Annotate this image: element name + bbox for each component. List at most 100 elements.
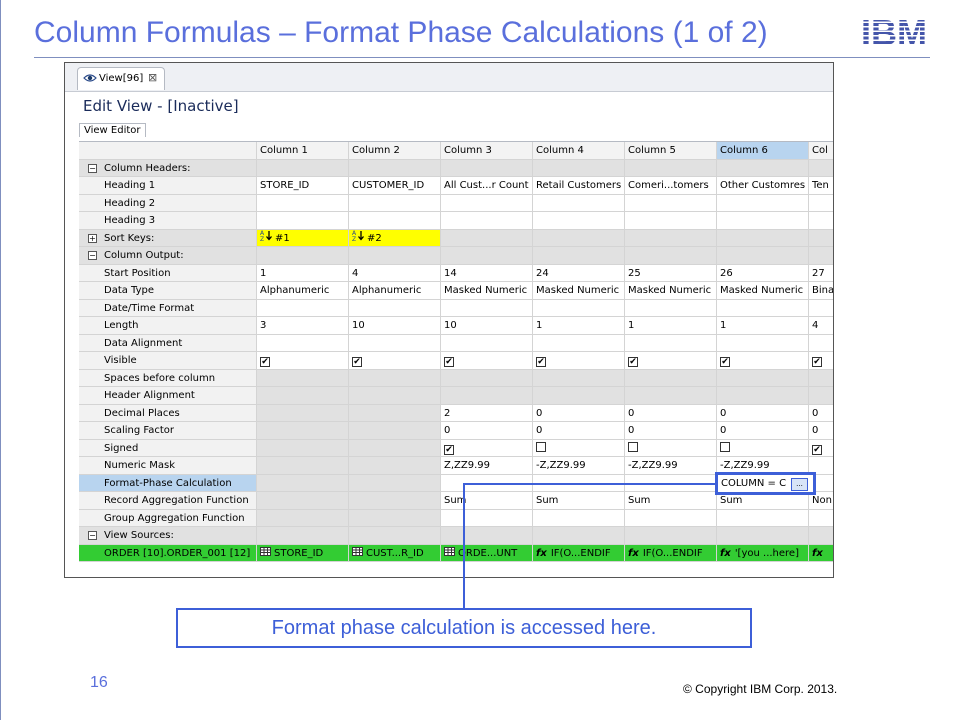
grid-cell[interactable]	[809, 475, 833, 492]
grid-cell[interactable]	[441, 194, 533, 212]
visible-checkbox[interactable]: ✔	[536, 357, 546, 367]
grid-cell[interactable]	[257, 212, 349, 230]
grid-cell[interactable]	[257, 404, 349, 422]
tab-view-96[interactable]: View[96] ⊠	[77, 67, 165, 90]
grid-cell[interactable]	[625, 387, 717, 405]
grid-cell[interactable]: -Z,ZZ9.99	[625, 457, 717, 475]
row-label[interactable]: ORDER [10].ORDER_001 [12]	[79, 544, 257, 562]
grid-cell[interactable]: 0	[533, 422, 625, 440]
grid-cell[interactable]	[809, 457, 833, 475]
grid-cell[interactable]	[625, 439, 717, 457]
grid-cell[interactable]	[257, 247, 349, 265]
grid-cell[interactable]	[441, 334, 533, 352]
grid-cell[interactable]: Sum	[533, 492, 625, 510]
grid-cell[interactable]: 1	[257, 264, 349, 282]
grid-cell[interactable]: ✔	[533, 352, 625, 370]
grid-cell[interactable]: 24	[533, 264, 625, 282]
grid-cell[interactable]: 10	[349, 317, 441, 335]
grid-cell[interactable]: Non	[809, 492, 833, 510]
grid-cell[interactable]	[717, 212, 809, 230]
grid-cell[interactable]	[257, 527, 349, 545]
grid-cell[interactable]: Sum	[625, 492, 717, 510]
grid-cell[interactable]	[349, 299, 441, 317]
grid-cell[interactable]: Alphanumeric	[349, 282, 441, 300]
row-label[interactable]: Numeric Mask	[79, 457, 257, 475]
row-label[interactable]: Record Aggregation Function	[79, 492, 257, 510]
signed-checkbox[interactable]	[628, 441, 638, 452]
grid-cell[interactable]: Masked Numeric	[533, 282, 625, 300]
grid-cell[interactable]: 14	[441, 264, 533, 282]
grid-cell[interactable]	[349, 422, 441, 440]
grid-cell[interactable]: Masked Numeric	[625, 282, 717, 300]
grid-cell[interactable]: 0	[625, 422, 717, 440]
grid-cell[interactable]	[349, 247, 441, 265]
grid-cell[interactable]: 26	[717, 264, 809, 282]
grid-cell[interactable]: Bina	[809, 282, 833, 300]
grid-cell[interactable]	[717, 334, 809, 352]
grid-cell[interactable]	[257, 439, 349, 457]
grid-cell[interactable]	[441, 212, 533, 230]
grid-cell[interactable]: ✔	[625, 352, 717, 370]
grid-cell[interactable]	[257, 509, 349, 527]
visible-checkbox[interactable]: ✔	[628, 357, 638, 367]
grid-cell[interactable]	[257, 422, 349, 440]
grid-cell[interactable]: STORE_ID	[257, 177, 349, 195]
grid-cell[interactable]: fx IF(O...ENDIF	[625, 544, 717, 562]
grid-cell[interactable]	[717, 247, 809, 265]
grid-cell[interactable]	[717, 527, 809, 545]
grid-cell[interactable]: ✔	[349, 352, 441, 370]
grid-cell[interactable]	[533, 527, 625, 545]
grid-cell[interactable]	[441, 247, 533, 265]
grid-cell[interactable]: ✔	[441, 352, 533, 370]
grid-cell[interactable]: ORDE...UNT	[441, 544, 533, 562]
grid-cell[interactable]	[349, 492, 441, 510]
grid-cell[interactable]: 1	[625, 317, 717, 335]
tab-view-editor[interactable]: View Editor	[79, 123, 146, 137]
grid-cell[interactable]: 0	[441, 422, 533, 440]
grid-cell[interactable]	[441, 229, 533, 247]
grid-cell[interactable]	[809, 335, 833, 352]
grid-cell[interactable]: Masked Numeric	[717, 282, 809, 300]
formula-ellipsis-button[interactable]: ...	[791, 478, 808, 491]
grid-cell[interactable]: 0	[717, 404, 809, 422]
grid-cell[interactable]: 0	[809, 422, 833, 440]
grid-cell[interactable]	[625, 509, 717, 527]
grid-cell[interactable]: 0	[717, 422, 809, 440]
grid-cell[interactable]: Masked Numeric	[441, 282, 533, 300]
grid-cell[interactable]: Retail Customers	[533, 177, 625, 195]
grid-cell[interactable]	[717, 229, 809, 247]
grid-cell[interactable]: fx '[you ...here]	[717, 544, 809, 562]
grid-cell[interactable]	[717, 509, 809, 527]
row-label[interactable]: Scaling Factor	[79, 422, 257, 440]
visible-checkbox[interactable]: ✔	[352, 357, 362, 367]
grid-cell[interactable]	[717, 299, 809, 317]
column-header[interactable]: Col	[809, 142, 833, 160]
row-label[interactable]: − Column Output:	[79, 247, 257, 265]
grid-cell[interactable]	[809, 159, 833, 177]
grid-cell[interactable]: fx IF(O...ENDIF	[533, 544, 625, 562]
grid-cell[interactable]: ✔	[809, 352, 833, 370]
signed-checkbox[interactable]	[536, 441, 546, 452]
grid-cell[interactable]: 0	[625, 404, 717, 422]
grid-cell[interactable]: All Cust...r Count	[441, 177, 533, 195]
row-label[interactable]: Header Alignment	[79, 387, 257, 405]
grid-cell[interactable]	[533, 247, 625, 265]
grid-cell[interactable]	[625, 334, 717, 352]
collapse-icon[interactable]: −	[88, 251, 97, 260]
grid-cell[interactable]: fx	[809, 544, 833, 562]
row-label[interactable]: Visible	[79, 352, 257, 370]
grid-cell[interactable]	[441, 299, 533, 317]
column-header[interactable]: Column 3	[441, 142, 533, 160]
grid-cell[interactable]: 3	[257, 317, 349, 335]
grid-cell[interactable]	[257, 387, 349, 405]
row-label[interactable]: Data Type	[79, 282, 257, 300]
row-label[interactable]: Start Position	[79, 264, 257, 282]
row-label[interactable]: Signed	[79, 439, 257, 457]
grid-cell[interactable]: 25	[625, 264, 717, 282]
grid-cell[interactable]	[349, 387, 441, 405]
grid-cell[interactable]: ✔	[809, 440, 833, 457]
grid-cell[interactable]	[809, 300, 833, 317]
grid-cell[interactable]	[257, 334, 349, 352]
tab-close-icon[interactable]: ⊠	[148, 71, 158, 84]
grid-cell[interactable]: 27	[809, 265, 833, 282]
